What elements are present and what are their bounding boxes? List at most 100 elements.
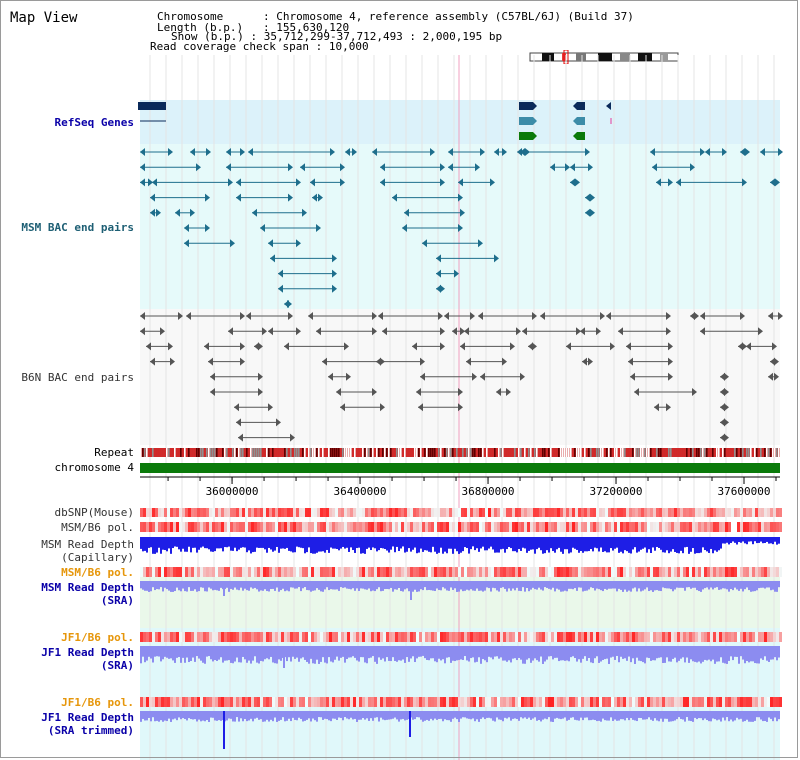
polymorphism-mark	[218, 697, 221, 707]
refseq-genes[interactable]	[138, 102, 612, 140]
polymorphism-mark	[398, 567, 401, 577]
polymorphism-mark	[212, 508, 215, 517]
polymorphism-mark	[272, 508, 275, 517]
read-depth-mark	[738, 581, 740, 591]
msm-bac-end-pairs[interactable]	[140, 148, 783, 308]
b6n-bac-pair-end	[600, 312, 605, 320]
gene-feature[interactable]	[577, 117, 585, 125]
b6n-bac-end-pairs[interactable]	[140, 312, 783, 442]
polymorphism-mark	[662, 508, 665, 517]
read-depth-mark	[450, 581, 452, 588]
repeat-mark	[548, 448, 550, 457]
read-depth-mark	[168, 646, 170, 659]
repeat-mark	[438, 448, 440, 457]
read-depth-mark	[344, 646, 346, 663]
polymorphism-mark	[602, 522, 605, 532]
b6n-bac-pair-end	[690, 312, 695, 320]
gene-feature[interactable]	[533, 117, 537, 125]
read-depth-mark	[568, 646, 570, 662]
repeat-mark	[724, 448, 726, 457]
gene-feature[interactable]	[573, 132, 577, 140]
polymorphism-mark	[350, 508, 353, 517]
read-depth-mark	[218, 646, 220, 660]
repeat-mark	[454, 448, 456, 457]
read-depth-mark	[762, 711, 764, 722]
polymorphism-mark	[773, 508, 776, 517]
gene-feature[interactable]	[577, 102, 585, 110]
read-depth-mark	[756, 581, 758, 591]
polymorphism-mark	[569, 522, 572, 532]
read-depth-mark	[416, 537, 418, 554]
polymorphism-mark	[539, 697, 542, 707]
read-depth-mark	[638, 646, 640, 661]
read-depth-mark	[614, 537, 616, 549]
gene-feature[interactable]	[138, 102, 142, 110]
polymorphism-mark	[710, 697, 713, 707]
b6n-bac-pair-end	[666, 327, 671, 336]
chromosome-ideogram[interactable]	[528, 50, 683, 64]
read-depth-mark	[454, 537, 456, 549]
gene-feature[interactable]	[519, 132, 533, 140]
read-depth-mark	[330, 711, 332, 722]
polymorphism-mark	[560, 567, 563, 577]
header-show-key: Show (b.p.)	[171, 30, 244, 43]
gene-feature[interactable]	[519, 117, 533, 125]
gene-feature[interactable]	[577, 132, 585, 140]
polymorphism-mark	[380, 508, 383, 517]
read-depth-mark	[682, 646, 684, 658]
polymorphism-mark	[206, 567, 209, 577]
gene-feature[interactable]	[573, 117, 577, 125]
read-depth-mark	[732, 646, 734, 661]
polymorphism-mark	[227, 567, 230, 577]
polymorphism-mark	[218, 567, 221, 577]
polymorphism-mark	[545, 697, 548, 707]
read-depth-mark	[526, 581, 528, 588]
read-depth-mark	[480, 711, 482, 719]
polymorphism-mark	[635, 567, 638, 577]
polymorphism-mark	[725, 522, 728, 532]
read-depth-mark	[432, 711, 434, 721]
polymorphism-mark	[224, 508, 227, 517]
gene-feature[interactable]	[606, 102, 611, 110]
polymorphism-mark	[254, 508, 257, 517]
read-depth-mark	[186, 581, 188, 592]
read-depth-mark	[540, 581, 542, 590]
gene-feature[interactable]	[533, 132, 537, 140]
polymorphism-mark	[422, 522, 425, 532]
polymorphism-mark	[242, 697, 245, 707]
polymorphism-mark	[479, 508, 482, 517]
polymorphism-mark	[278, 632, 281, 642]
repeat-mark	[726, 448, 728, 457]
b6n-bac-pair-end	[258, 388, 263, 396]
b6n-bac-pair-end	[140, 327, 145, 336]
polymorphism-mark	[221, 508, 224, 517]
polymorphism-mark	[713, 508, 716, 517]
polymorphism-mark	[440, 697, 443, 707]
polymorphism-mark	[266, 508, 269, 517]
polymorphism-mark	[506, 508, 509, 517]
read-depth-mark	[512, 537, 514, 552]
polymorphism-mark	[716, 697, 719, 707]
gene-feature[interactable]	[573, 102, 577, 110]
b6n-bac-pair-end	[720, 388, 725, 396]
b6n-bac-pair-end	[412, 342, 417, 351]
read-depth-mark	[254, 711, 256, 719]
repeat-mark	[678, 448, 680, 457]
polymorphism-mark	[266, 567, 269, 577]
read-depth-mark	[398, 711, 400, 722]
repeat-mark	[742, 448, 744, 457]
read-depth-mark	[478, 581, 480, 591]
gene-feature[interactable]	[519, 102, 533, 110]
read-depth-mark	[188, 646, 190, 663]
polymorphism-mark	[179, 697, 182, 707]
gene-feature[interactable]	[533, 102, 537, 110]
read-depth-mark	[684, 711, 686, 722]
msm-bac-pair-end	[268, 239, 273, 248]
read-depth-mark	[528, 711, 530, 718]
read-depth-mark	[616, 646, 618, 656]
repeat-mark	[152, 448, 154, 457]
polymorphism-mark	[257, 567, 260, 577]
read-depth-mark	[752, 537, 754, 545]
gene-feature[interactable]	[138, 102, 166, 110]
